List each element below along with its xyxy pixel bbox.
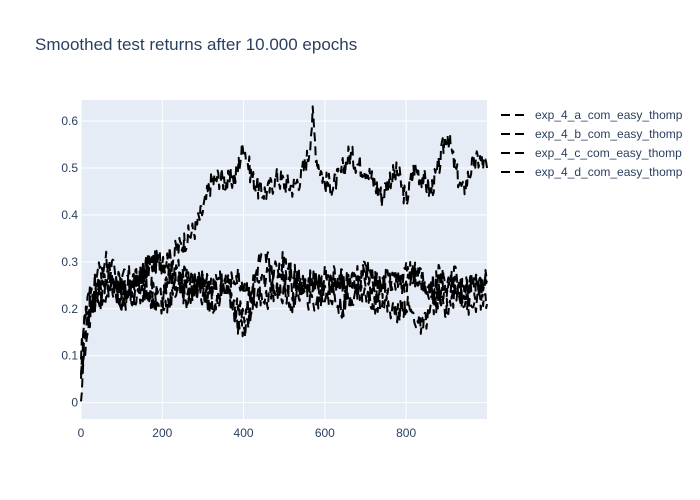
y-tick-label: 0: [71, 396, 78, 410]
x-tick-label: 200: [152, 426, 172, 440]
legend-item-exp_4_d_com_easy_thomp[interactable]: exp_4_d_com_easy_thomp: [501, 165, 683, 179]
y-tick-label: 0.1: [61, 349, 78, 363]
legend[interactable]: exp_4_a_com_easy_thomp exp_4_b_com_easy_t…: [501, 108, 683, 179]
chart-title: Smoothed test returns after 10.000 epoch…: [35, 35, 357, 54]
series-line-exp_4_d_com_easy_thomp: [80, 276, 488, 402]
series-layer: [80, 105, 488, 402]
series-line-exp_4_b_com_easy_thomp: [80, 250, 488, 379]
legend-label: exp_4_d_com_easy_thomp: [535, 165, 683, 179]
x-tick-label: 600: [315, 426, 335, 440]
y-tick-label: 0.5: [61, 161, 78, 175]
legend-label: exp_4_c_com_easy_thomp: [535, 146, 682, 160]
y-tick-label: 0.4: [61, 208, 78, 222]
x-tick-label: 800: [396, 426, 416, 440]
x-tick-label: 0: [78, 426, 85, 440]
grid-lines: [80, 100, 487, 419]
series-line-exp_4_a_com_easy_thomp: [80, 105, 488, 375]
y-tick-label: 0.6: [61, 114, 78, 128]
x-tick-label: 400: [234, 426, 254, 440]
y-tick-label: 0.3: [61, 255, 78, 269]
y-axis-ticks: 0 0.1 0.2 0.3 0.4 0.5 0.6: [61, 114, 78, 409]
y-tick-label: 0.2: [61, 302, 78, 316]
legend-label: exp_4_a_com_easy_thomp: [535, 108, 683, 122]
legend-item-exp_4_b_com_easy_thomp[interactable]: exp_4_b_com_easy_thomp: [501, 127, 683, 141]
legend-item-exp_4_a_com_easy_thomp[interactable]: exp_4_a_com_easy_thomp: [501, 108, 683, 122]
legend-label: exp_4_b_com_easy_thomp: [535, 127, 683, 141]
x-axis-ticks: 0 200 400 600 800: [78, 426, 417, 440]
legend-item-exp_4_c_com_easy_thomp[interactable]: exp_4_c_com_easy_thomp: [501, 146, 682, 160]
